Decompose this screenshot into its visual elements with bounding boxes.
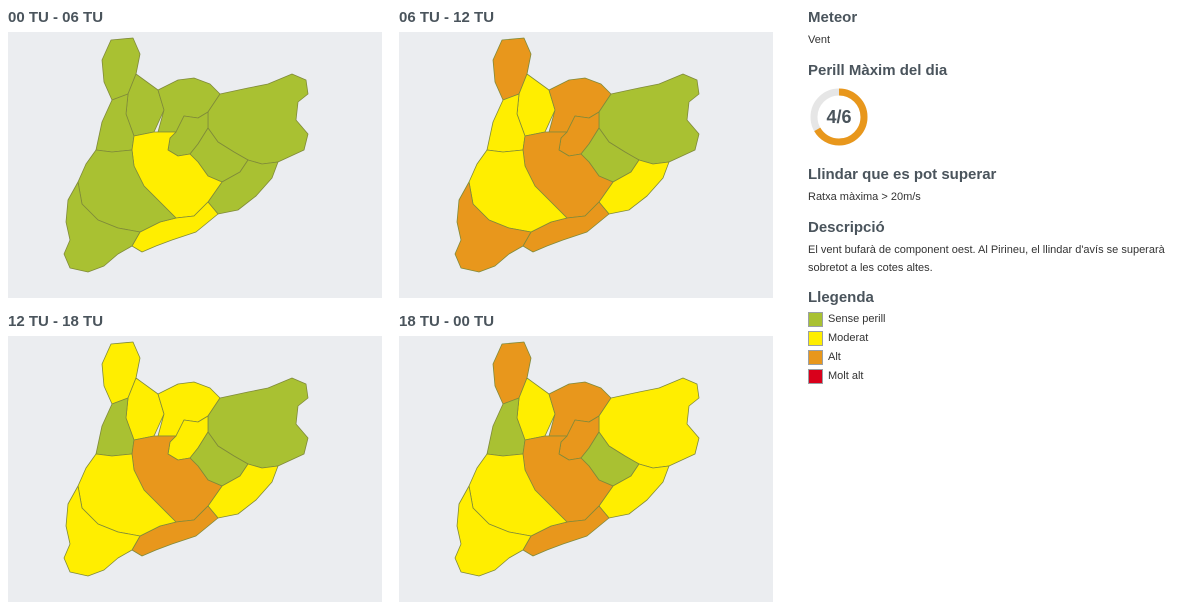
- map-svg: [63, 37, 309, 273]
- map-zone-delta: [454, 485, 532, 577]
- perill-title: Perill Màxim del dia: [808, 62, 948, 79]
- map-zone-south-coast: [522, 505, 610, 557]
- map-zone-south-coast: [522, 201, 610, 253]
- catalonia-map: [8, 336, 382, 602]
- map-zone-delta: [63, 485, 141, 577]
- gauge-fill: [810, 88, 868, 146]
- legend-label: Sense perill: [828, 313, 886, 325]
- period-title: 00 TU - 06 TU: [8, 9, 104, 26]
- llegenda-title: Llegenda: [808, 289, 874, 306]
- legend-swatch: [808, 331, 823, 346]
- llindar-value: Ratxa màxima > 20m/s: [808, 191, 921, 203]
- legend-swatch: [808, 312, 823, 327]
- period-title: 06 TU - 12 TU: [399, 9, 495, 26]
- map-panel-3: 12 TU - 18 TU: [8, 313, 382, 605]
- descripcio-title: Descripció: [808, 219, 885, 236]
- map-panel-1: 00 TU - 06 TU: [8, 9, 382, 301]
- danger-gauge: 4/6: [808, 86, 870, 148]
- map-svg: [454, 341, 700, 577]
- meteor-title: Meteor: [808, 9, 858, 26]
- legend-label: Alt: [828, 351, 841, 363]
- gauge-value: 4/6: [826, 107, 852, 127]
- period-title: 18 TU - 00 TU: [399, 313, 495, 330]
- llindar-title: Llindar que es pot superar: [808, 166, 997, 183]
- map-zone-south-coast: [131, 505, 219, 557]
- catalonia-map: [399, 32, 773, 298]
- map-zone-south-coast: [131, 201, 219, 253]
- legend-swatch: [808, 369, 823, 384]
- legend-label: Molt alt: [828, 370, 864, 382]
- map-svg: [454, 37, 700, 273]
- map-zone-delta: [63, 181, 141, 273]
- descripcio-text: El vent bufarà de component oest. Al Pir…: [808, 244, 1165, 274]
- legend-swatch: [808, 350, 823, 365]
- catalonia-map: [8, 32, 382, 298]
- map-zone-delta: [454, 181, 532, 273]
- map-svg: [63, 341, 309, 577]
- map-panel-2: 06 TU - 12 TU: [399, 9, 773, 301]
- legend-label: Moderat: [828, 332, 869, 344]
- catalonia-map: [399, 336, 773, 602]
- meteor-value: Vent: [808, 34, 831, 46]
- map-panel-4: 18 TU - 00 TU: [399, 313, 773, 605]
- period-title: 12 TU - 18 TU: [8, 313, 104, 330]
